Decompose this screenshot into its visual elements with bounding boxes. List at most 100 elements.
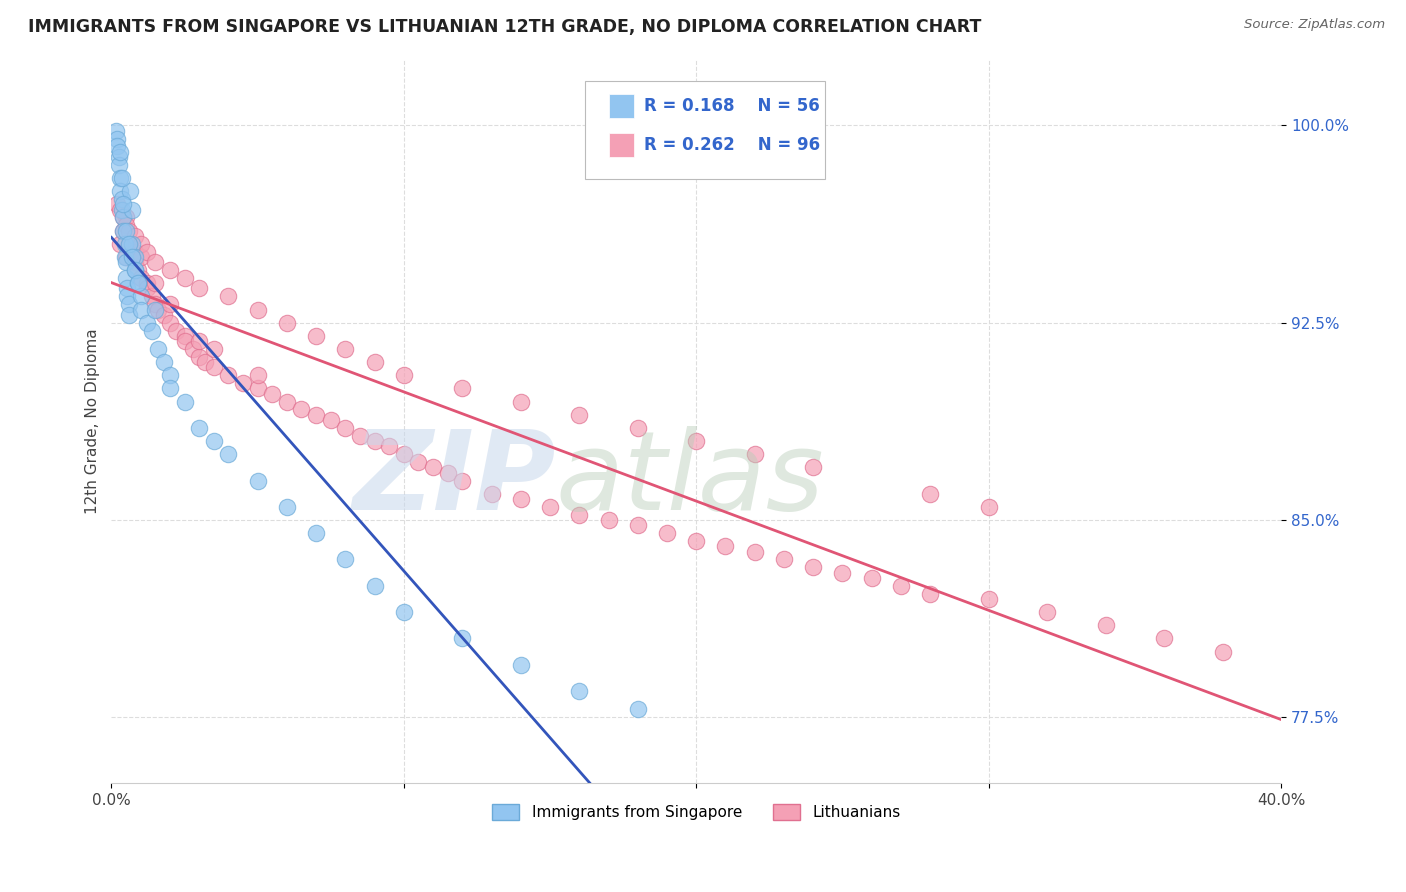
Point <box>108 145 131 159</box>
Point <box>801 460 824 475</box>
Point <box>538 500 561 514</box>
Point <box>831 566 853 580</box>
Point <box>115 219 138 233</box>
Point <box>627 702 650 716</box>
Point <box>173 271 195 285</box>
Point <box>1212 644 1234 658</box>
Point <box>392 605 415 619</box>
Point <box>436 466 458 480</box>
Point <box>481 486 503 500</box>
Point <box>143 276 166 290</box>
Point <box>685 434 707 448</box>
Point <box>112 211 135 225</box>
Point <box>105 139 128 153</box>
Point <box>568 408 591 422</box>
Point <box>129 302 152 317</box>
Point <box>129 289 152 303</box>
Point <box>117 289 139 303</box>
Point <box>188 421 211 435</box>
Point <box>246 368 269 383</box>
Point <box>135 281 157 295</box>
Point <box>246 381 269 395</box>
Point <box>188 281 211 295</box>
Point <box>124 250 146 264</box>
Point <box>977 500 1000 514</box>
FancyBboxPatch shape <box>609 134 634 157</box>
Point <box>107 150 129 164</box>
Point <box>121 202 143 217</box>
Point <box>202 360 225 375</box>
Point <box>108 184 131 198</box>
Point <box>509 491 531 506</box>
Point <box>120 184 142 198</box>
Point <box>217 289 239 303</box>
Point <box>173 394 195 409</box>
Point <box>173 328 195 343</box>
Point <box>118 236 141 251</box>
Point <box>153 355 176 369</box>
Point <box>714 539 737 553</box>
Point <box>118 308 141 322</box>
Point <box>202 342 225 356</box>
Point <box>117 281 139 295</box>
Point <box>363 355 385 369</box>
Point <box>111 202 134 217</box>
Text: atlas: atlas <box>555 425 824 533</box>
Legend: Immigrants from Singapore, Lithuanians: Immigrants from Singapore, Lithuanians <box>486 797 907 826</box>
Point <box>159 316 181 330</box>
Text: R = 0.168    N = 56: R = 0.168 N = 56 <box>644 97 820 115</box>
Point <box>105 131 128 145</box>
Point <box>124 263 146 277</box>
Point <box>112 224 135 238</box>
Point <box>148 302 170 317</box>
Point <box>305 408 328 422</box>
Point <box>349 429 371 443</box>
Point <box>129 250 152 264</box>
Point <box>115 250 138 264</box>
Point <box>153 308 176 322</box>
Point <box>135 316 157 330</box>
Point <box>112 211 135 225</box>
Point <box>335 421 357 435</box>
Point <box>977 591 1000 606</box>
Point <box>451 474 474 488</box>
Point <box>127 276 149 290</box>
Point <box>135 276 157 290</box>
Point <box>141 289 163 303</box>
Point <box>335 342 357 356</box>
Point <box>115 211 138 225</box>
Point <box>509 657 531 672</box>
Point <box>114 250 136 264</box>
Text: ZIP: ZIP <box>353 425 555 533</box>
Point <box>148 342 170 356</box>
FancyBboxPatch shape <box>609 95 634 118</box>
Point <box>135 244 157 259</box>
Point <box>108 202 131 217</box>
Point <box>319 413 342 427</box>
Point <box>112 197 135 211</box>
Point <box>124 244 146 259</box>
Point <box>801 560 824 574</box>
Point <box>118 236 141 251</box>
Point <box>290 402 312 417</box>
Point <box>111 171 134 186</box>
Point <box>627 421 650 435</box>
Text: IMMIGRANTS FROM SINGAPORE VS LITHUANIAN 12TH GRADE, NO DIPLOMA CORRELATION CHART: IMMIGRANTS FROM SINGAPORE VS LITHUANIAN … <box>28 18 981 36</box>
Point <box>509 394 531 409</box>
Point <box>111 192 134 206</box>
Point <box>143 297 166 311</box>
Point <box>305 328 328 343</box>
Point <box>655 526 678 541</box>
Point <box>217 447 239 461</box>
Text: Source: ZipAtlas.com: Source: ZipAtlas.com <box>1244 18 1385 31</box>
Point <box>124 228 146 243</box>
FancyBboxPatch shape <box>585 81 825 179</box>
Point <box>124 263 146 277</box>
Point <box>159 368 181 383</box>
Point <box>920 486 942 500</box>
Point <box>121 250 143 264</box>
Point <box>121 250 143 264</box>
Point <box>115 224 138 238</box>
Point <box>141 324 163 338</box>
Point <box>217 368 239 383</box>
